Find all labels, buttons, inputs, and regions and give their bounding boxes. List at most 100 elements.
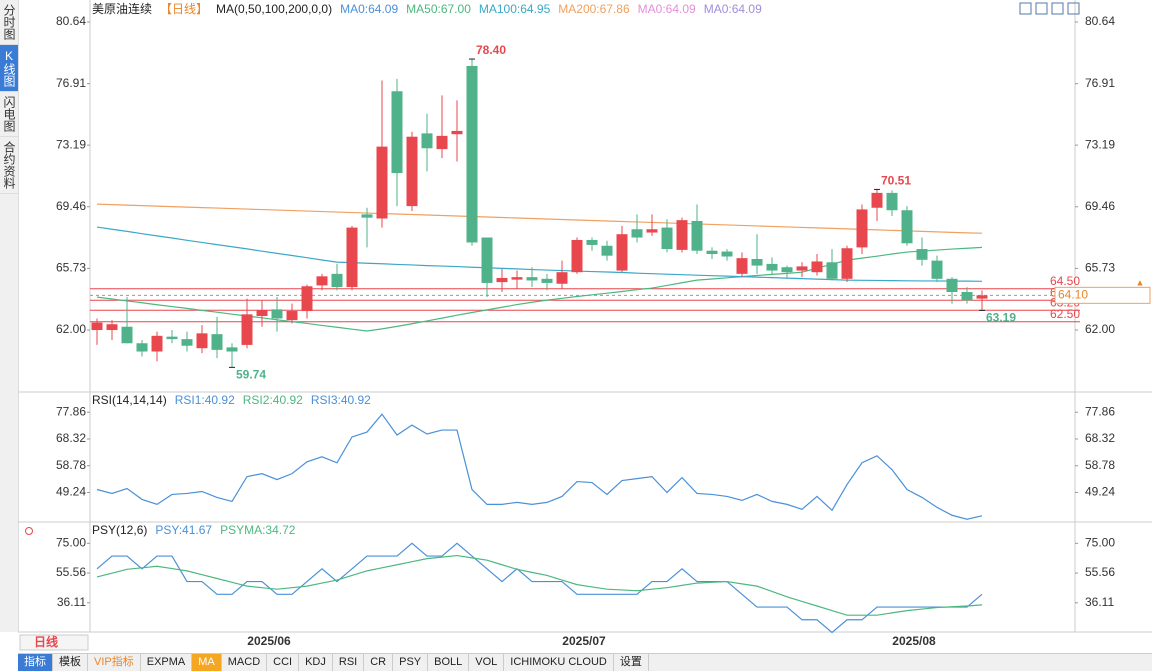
toolbar-item[interactable]: RSI (333, 654, 365, 671)
candle-body (466, 65, 478, 243)
toolbar-item[interactable]: VIP指标 (88, 654, 141, 671)
candle-body (586, 239, 598, 245)
sidebar-tab[interactable]: K线图 (0, 45, 18, 92)
y-tick-label: 80.64 (1085, 14, 1115, 28)
y-tick-label: 76.91 (1085, 76, 1115, 90)
legend-item: RSI1:40.92 (175, 393, 235, 407)
y-tick-label: 68.32 (56, 431, 86, 445)
candle-body (766, 263, 778, 271)
x-tick-label: 2025/08 (892, 634, 936, 648)
legend-item: MA(0,50,100,200,0,0) (216, 2, 332, 16)
sidebar: 分时图 K线图 闪电图 合约资料 (0, 0, 19, 632)
candle-body (376, 146, 388, 219)
candle-body (106, 324, 118, 331)
candle-body (421, 133, 433, 149)
y-tick-label: 55.56 (1085, 565, 1115, 579)
candle-body (331, 273, 343, 288)
y-tick-label: 69.46 (1085, 199, 1115, 213)
candle-body (211, 334, 223, 350)
legend-item: MA200:67.86 (558, 2, 630, 16)
candle-body (406, 136, 418, 207)
toolbar-item[interactable]: KDJ (299, 654, 333, 671)
candle-body (796, 266, 808, 271)
period-button-label[interactable]: 日线 (34, 634, 58, 649)
toolbar-icons[interactable] (1019, 2, 1080, 15)
icon[interactable] (1051, 2, 1064, 15)
sidebar-tab[interactable]: 分时图 (0, 0, 18, 45)
candle-body (256, 310, 268, 316)
candle-body (526, 277, 538, 281)
last-price-box (1054, 286, 1151, 304)
sidebar-tab[interactable]: 闪电图 (0, 92, 18, 137)
candle-body (151, 335, 163, 352)
toolbar-item[interactable]: MACD (222, 654, 268, 671)
y-tick-label: 49.24 (1085, 485, 1115, 499)
candle-body (721, 251, 733, 257)
toolbar-item[interactable]: PSY (393, 654, 429, 671)
candle-body (871, 192, 883, 208)
candle-body (691, 220, 703, 251)
candle-body (181, 339, 193, 346)
candle-body (676, 220, 688, 250)
settings-icon[interactable] (25, 527, 33, 535)
toolbar-item[interactable]: 设置 (614, 654, 649, 671)
price-level-label: 62.50 (1050, 307, 1080, 321)
toolbar-item[interactable]: BOLL (428, 654, 470, 671)
candle-body (451, 130, 463, 135)
y-tick-label: 36.11 (1085, 595, 1114, 609)
candle-body (91, 322, 103, 331)
legend-item: MA0:64.09 (704, 2, 762, 16)
toolbar-item[interactable]: CR (364, 654, 394, 671)
indicator-line (96, 542, 983, 634)
candle-body (226, 347, 238, 352)
candle-body (301, 286, 313, 312)
candle-body (841, 248, 853, 279)
toolbar-item[interactable]: 指标 (18, 654, 53, 671)
candle-body (496, 277, 508, 283)
sidebar-tab[interactable]: 合约资料 (0, 137, 18, 194)
toolbar-item[interactable]: VOL (469, 654, 505, 671)
y-tick-label: 73.19 (56, 137, 86, 151)
toolbar-item[interactable]: EXPMA (141, 654, 193, 671)
candle-body (616, 234, 628, 271)
candle-body (901, 210, 913, 244)
legend-item: RSI(14,14,14) (92, 393, 167, 407)
extreme-label: 63.19 (986, 311, 1016, 325)
y-tick-label: 49.24 (56, 485, 86, 499)
ma-line (96, 226, 983, 282)
y-tick-label: 58.78 (56, 458, 86, 472)
candle-body (886, 192, 898, 211)
candle-body (511, 277, 523, 280)
legend-item: MA0:64.09 (340, 2, 398, 16)
candle-body (931, 260, 943, 279)
candle-body (316, 276, 328, 286)
icon[interactable] (1035, 2, 1048, 15)
legend-item: 【日线】 (160, 2, 208, 16)
toolbar-item[interactable]: ICHIMOKU CLOUD (504, 654, 614, 671)
icon[interactable] (1019, 2, 1032, 15)
toolbar-item[interactable]: CCI (267, 654, 300, 671)
toolbar-item[interactable]: MA (192, 654, 222, 671)
extreme-label: 78.40 (476, 43, 506, 57)
candle-body (751, 258, 763, 266)
icon[interactable] (1067, 2, 1080, 15)
candle-body (976, 295, 988, 299)
y-tick-label: 65.73 (1085, 261, 1115, 275)
candle-body (811, 261, 823, 273)
toolbar-item[interactable]: 模板 (53, 654, 88, 671)
y-tick-label: 62.00 (56, 322, 86, 336)
candle-body (826, 262, 838, 279)
toolbar: 指标 模板 VIP指标 EXPMA MA MACD CCI KDJ RSI CR PSY BOLL VO… (18, 653, 1152, 671)
y-tick-label: 76.91 (56, 76, 86, 90)
candle-body (571, 239, 583, 273)
candle-body (196, 333, 208, 349)
y-tick-label: 73.19 (1085, 137, 1115, 151)
period-button[interactable] (19, 634, 89, 651)
legend-item: MA0:64.09 (638, 2, 696, 16)
candle-body (856, 209, 868, 248)
y-tick-label: 69.46 (56, 199, 86, 213)
legend-item: MA100:64.95 (479, 2, 551, 16)
y-tick-label: 36.11 (57, 595, 86, 609)
x-tick-label: 2025/07 (562, 634, 606, 648)
